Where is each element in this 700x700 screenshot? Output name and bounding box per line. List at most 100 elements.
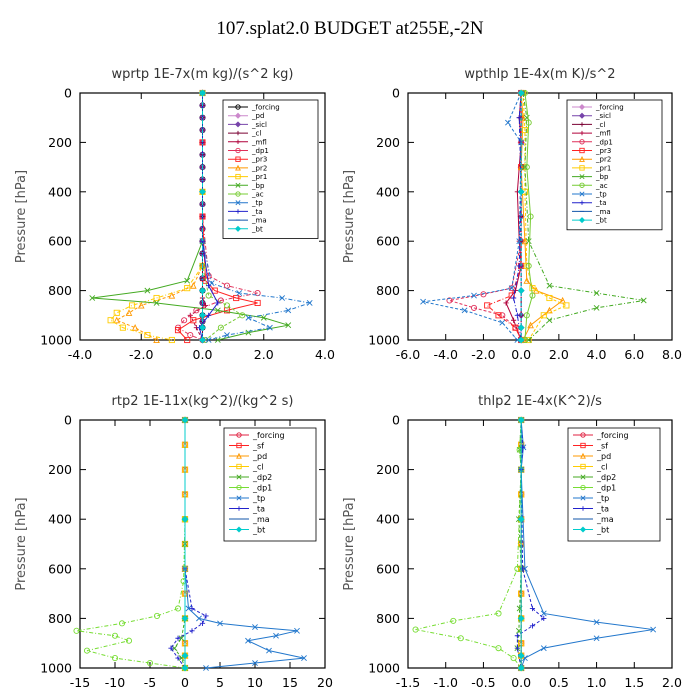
y-tick-label: 200 — [48, 462, 72, 477]
legend-label: _sicl — [595, 112, 611, 120]
data-point — [89, 295, 96, 301]
data-point — [125, 637, 133, 644]
data-point — [541, 615, 547, 621]
data-point — [517, 324, 525, 332]
data-point — [508, 285, 515, 292]
data-point — [525, 238, 532, 245]
x-tick-label: 4.0 — [587, 347, 607, 362]
data-point — [129, 302, 136, 309]
y-axis-label: Pressure [hPa] — [342, 497, 357, 590]
y-tick-label: 1000 — [368, 333, 400, 348]
legend-marker — [580, 463, 586, 470]
data-point — [517, 89, 525, 97]
data-point — [514, 312, 520, 318]
data-point — [168, 291, 176, 299]
data-point — [189, 628, 195, 634]
data-point — [517, 652, 525, 660]
legend-marker — [580, 474, 586, 480]
legend-marker — [235, 200, 241, 206]
legend-label: _cl — [252, 462, 264, 471]
data-point — [484, 302, 491, 309]
data-point — [517, 614, 525, 622]
legend-label: _dp1 — [596, 483, 616, 492]
x-tick-label: 6.0 — [624, 347, 644, 362]
series-line — [170, 420, 207, 669]
data-point — [153, 294, 160, 302]
legend-label: _dp1 — [595, 138, 613, 146]
series-line — [415, 419, 522, 669]
x-tick-label: 5 — [216, 675, 224, 690]
series-tp — [420, 90, 525, 343]
series-ta — [168, 417, 209, 671]
legend-label: _pr1 — [251, 173, 267, 181]
y-tick-label: 400 — [376, 512, 400, 527]
y-tick-label: 800 — [48, 611, 72, 626]
data-point — [540, 610, 547, 617]
data-point — [511, 295, 517, 301]
data-point — [233, 294, 240, 302]
legend-marker — [235, 173, 241, 180]
legend-marker — [580, 506, 586, 511]
legend-label: _tp — [596, 494, 609, 503]
legend-marker — [236, 442, 242, 449]
data-point — [211, 287, 218, 294]
x-tick-label: -0.5 — [471, 675, 495, 690]
data-point — [495, 645, 502, 652]
legend-marker — [236, 484, 242, 491]
data-point — [640, 297, 647, 304]
data-point — [168, 645, 174, 651]
legend-marker — [579, 139, 585, 145]
data-point — [178, 635, 185, 642]
legend-label: _pr2 — [595, 156, 611, 164]
series-bt — [517, 416, 525, 672]
series-pr2 — [517, 89, 566, 344]
data-point — [285, 307, 292, 314]
data-point — [175, 655, 181, 661]
legend-marker — [235, 526, 243, 533]
y-tick-label: 800 — [48, 283, 72, 298]
x-tick-label: 0.0 — [511, 347, 531, 362]
data-point — [245, 314, 252, 321]
data-point — [215, 300, 221, 306]
data-point — [214, 307, 221, 314]
data-point — [239, 312, 246, 319]
data-point — [523, 277, 531, 284]
x-tick-label: 0.0 — [511, 675, 531, 690]
data-point — [450, 617, 457, 624]
legend-label: _ta — [595, 199, 607, 207]
series-pr1 — [107, 89, 206, 344]
legend-marker — [579, 200, 585, 205]
data-point — [521, 126, 528, 134]
data-point — [294, 627, 300, 634]
x-tick-label: -2.0 — [129, 347, 153, 362]
legend-marker — [579, 155, 585, 162]
data-point — [196, 615, 202, 622]
data-point — [514, 565, 521, 572]
y-tick-label: 600 — [48, 561, 72, 576]
data-point — [593, 619, 600, 626]
data-point — [111, 632, 119, 639]
legend-label: _dp2 — [252, 473, 272, 482]
data-point — [144, 287, 151, 294]
data-point — [181, 614, 189, 622]
legend-label: _ta — [596, 504, 609, 513]
legend-marker — [579, 174, 585, 180]
data-point — [279, 295, 286, 301]
legend-marker — [579, 191, 585, 197]
x-tick-label: -4.0 — [434, 347, 458, 362]
chart-title: wpthlp 1E-4x(m K)/s^2 — [464, 67, 615, 82]
data-point — [223, 282, 231, 289]
legend-marker — [578, 103, 586, 111]
plot-frame — [79, 419, 326, 669]
legend-label: _dp1 — [252, 483, 272, 492]
legend: _forcing_sf _pd_cl _dp2_dp1 _tp_ta _ma_bt — [223, 427, 317, 542]
legend-marker — [579, 130, 585, 136]
legend-marker — [235, 191, 241, 197]
x-tick-label: 10 — [247, 675, 263, 690]
legend-label: _forcing — [252, 431, 285, 440]
series-line — [109, 93, 203, 341]
series-line — [516, 419, 545, 669]
legend-label: _sf — [596, 441, 608, 450]
x-tick-label: -10 — [105, 675, 125, 690]
x-tick-label: -15 — [70, 675, 90, 690]
